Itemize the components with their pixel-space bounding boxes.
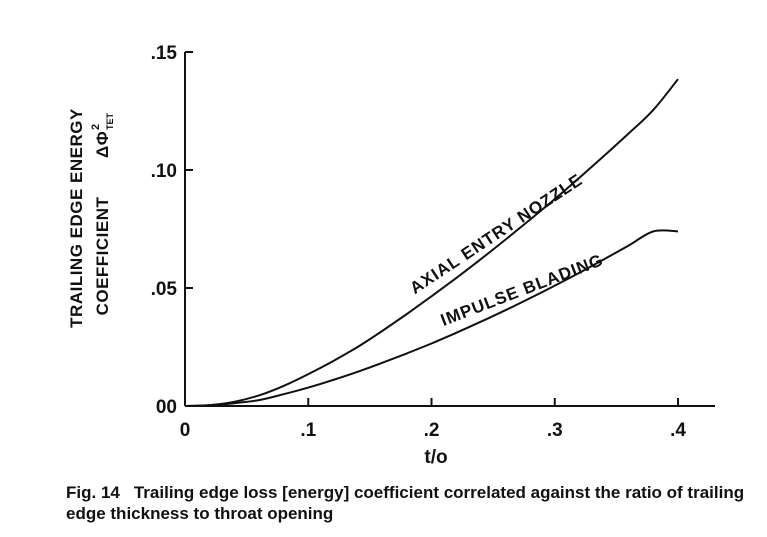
x-tick-label-3: .3: [547, 420, 563, 441]
curves: [184, 78, 679, 407]
y-axis-title: TRAILING EDGE ENERGY COEFFICIENT ΔΦ 2 TE…: [67, 108, 115, 328]
tick-labels: 0 .1 .2 .3 .4 00 .05 .10 .15: [151, 43, 687, 441]
figure-caption-text: Trailing edge loss [energy] coefficient …: [66, 483, 745, 523]
x-tick-label-1: .1: [300, 420, 316, 441]
axes: [184, 52, 715, 407]
ticks: [184, 51, 680, 407]
figure-caption: Fig. 14 Trailing edge loss [energy] coeff…: [66, 482, 756, 524]
y-tick-label-1: .05: [151, 279, 178, 300]
chart: 0 .1 .2 .3 .4 00 .05 .10 .15 AXIAL ENTRY NOZZLEI…: [67, 43, 715, 468]
y-axis-title-symbol: ΔΦ: [93, 131, 112, 158]
y-tick-label-2: .10: [151, 161, 177, 182]
x-tick-label-2: .2: [424, 420, 440, 441]
y-axis-title-sub: TET: [105, 112, 115, 130]
y-axis-title-line1: TRAILING EDGE ENERGY: [67, 108, 86, 328]
y-tick-label-0: 00: [156, 397, 177, 418]
series-line-axial-entry-nozzle: [184, 78, 679, 407]
x-axis-title: t/o: [424, 447, 447, 468]
x-tick-label-0: 0: [180, 420, 191, 441]
y-axis-title-sup: 2: [90, 124, 102, 130]
figure-number: Fig. 14: [66, 483, 120, 502]
y-axis-title-line2: COEFFICIENT: [93, 196, 112, 315]
series-line-impulse-blading: [184, 229, 679, 407]
x-tick-label-4: .4: [670, 420, 686, 441]
y-tick-label-3: .15: [151, 43, 178, 64]
